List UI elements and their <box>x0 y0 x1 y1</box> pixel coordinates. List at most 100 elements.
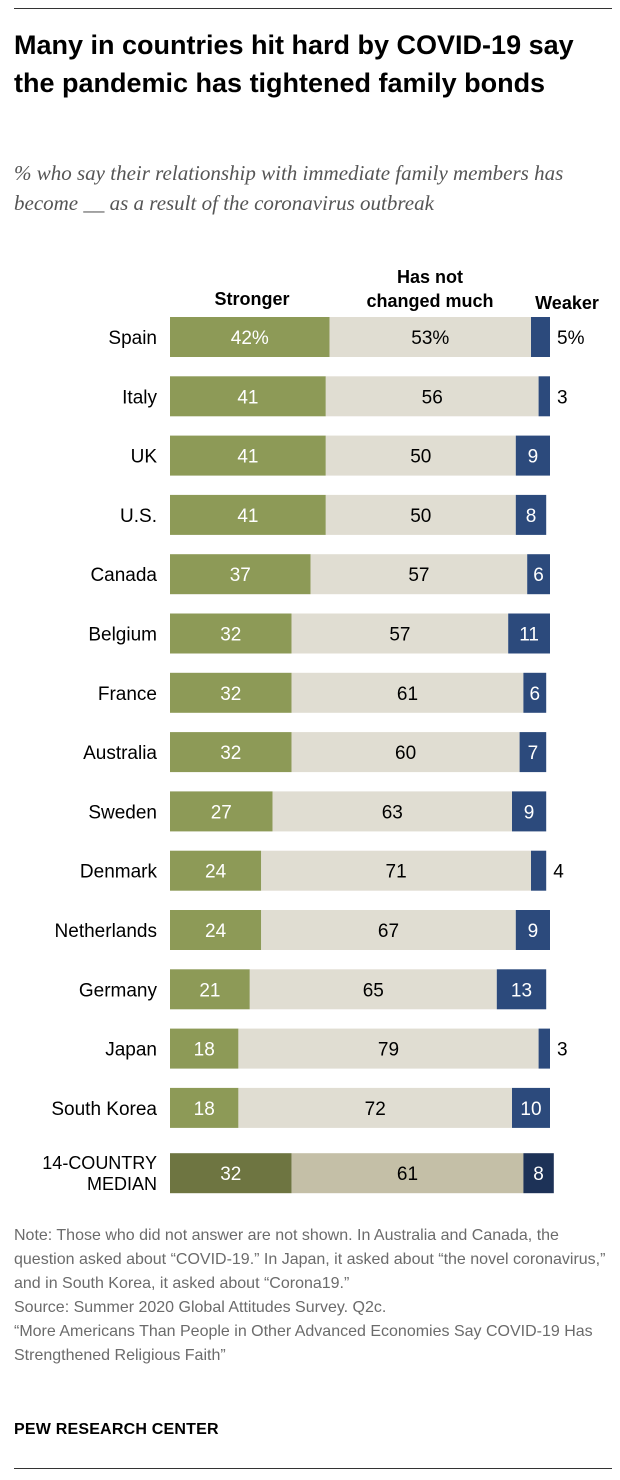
bar-stronger-netherlands <box>170 910 262 950</box>
category-label-australia: Australia <box>83 743 157 764</box>
value-label-weaker-denmark: 4 <box>553 862 564 883</box>
value-label-stronger-sweden: 27 <box>211 802 232 823</box>
header-stronger: Stronger <box>214 289 289 309</box>
bar-has-not-changed-much-spain <box>329 317 531 357</box>
bar-has-not-changed-much-germany <box>249 969 497 1010</box>
bar-has-not-changed-much-uk <box>325 435 516 476</box>
bar-has-not-changed-much-belgium <box>291 613 509 654</box>
value-label-has-not-changed-much-belgium: 57 <box>389 625 410 646</box>
category-label-spain: Spain <box>108 328 157 349</box>
chart-title: Many in countries hit hard by COVID-19 s… <box>14 30 574 98</box>
bar-has-not-changed-much-italy <box>325 376 539 417</box>
value-label-weaker-spain: 5% <box>557 328 585 349</box>
value-label-stronger-u-s: 41 <box>237 506 258 527</box>
bar-stronger-canada <box>170 554 311 595</box>
value-label-weaker-australia: 7 <box>528 743 539 764</box>
value-label-weaker-uk: 9 <box>528 447 539 468</box>
value-label-has-not-changed-much-south-korea: 72 <box>365 1099 386 1120</box>
bar-has-not-changed-much-u-s <box>325 494 516 535</box>
value-label-has-not-changed-much-australia: 60 <box>395 743 416 764</box>
bar-weaker-france <box>523 672 547 713</box>
bar-stronger-japan <box>170 1028 239 1069</box>
notes: Note: Those who did not answer are not s… <box>14 1224 610 1368</box>
category-label-uk: UK <box>131 447 158 468</box>
value-label-weaker-14-country-median: 8 <box>533 1164 544 1185</box>
bar-has-not-changed-much-canada <box>310 554 528 595</box>
top-rule <box>14 8 612 9</box>
value-label-weaker-italy: 3 <box>557 387 568 408</box>
value-label-weaker-germany: 13 <box>511 980 532 1001</box>
value-label-stronger-belgium: 32 <box>220 625 241 646</box>
bar-weaker-netherlands <box>515 910 550 950</box>
bar-weaker-australia <box>519 732 547 773</box>
value-label-weaker-canada: 6 <box>533 565 544 586</box>
value-label-weaker-u-s: 8 <box>526 506 537 527</box>
bar-stronger-france <box>170 672 292 713</box>
chart-subtitle: % who say their relationship with immedi… <box>14 161 564 215</box>
bar-stronger-denmark <box>170 850 262 891</box>
bar-weaker-italy <box>538 376 550 417</box>
bar-stronger-germany <box>170 969 250 1010</box>
bar-weaker-denmark <box>531 850 547 891</box>
header-weaker: Weaker <box>535 293 599 313</box>
category-label-japan: Japan <box>105 1040 157 1061</box>
bar-has-not-changed-much-australia <box>291 732 520 773</box>
value-label-stronger-germany: 21 <box>199 980 220 1001</box>
value-label-stronger-italy: 41 <box>237 387 258 408</box>
bar-has-not-changed-much-denmark <box>261 850 531 891</box>
value-label-has-not-changed-much-denmark: 71 <box>386 862 407 883</box>
bar-weaker-14-country-median <box>523 1153 554 1194</box>
value-label-has-not-changed-much-germany: 65 <box>363 980 384 1001</box>
category-label-italy: Italy <box>122 387 157 408</box>
bar-has-not-changed-much-netherlands <box>261 910 516 950</box>
value-label-stronger-14-country-median: 32 <box>220 1164 241 1185</box>
bar-weaker-germany <box>496 969 547 1010</box>
bar-weaker-south-korea <box>512 1087 550 1128</box>
value-label-stronger-australia: 32 <box>220 743 241 764</box>
bar-stronger-spain <box>170 317 330 357</box>
value-label-stronger-uk: 41 <box>237 447 258 468</box>
category-label-14-country-median: 14-COUNTRY MEDIAN <box>42 1153 157 1194</box>
category-label-sweden: Sweden <box>88 802 157 823</box>
category-label-france: France <box>98 684 157 705</box>
value-label-weaker-belgium: 11 <box>519 625 539 646</box>
bar-weaker-sweden <box>512 791 547 832</box>
value-label-has-not-changed-much-sweden: 63 <box>382 802 403 823</box>
value-label-has-not-changed-much-japan: 79 <box>378 1040 399 1061</box>
value-label-has-not-changed-much-u-s: 50 <box>410 506 431 527</box>
category-label-denmark: Denmark <box>80 862 158 883</box>
value-label-stronger-spain: 42% <box>231 328 269 349</box>
source-text: Source: Summer 2020 Global Attitudes Sur… <box>14 1299 387 1316</box>
value-label-has-not-changed-much-canada: 57 <box>408 565 429 586</box>
bar-stronger-italy <box>170 376 326 417</box>
header-has-not-changed-much: Has not changed much <box>366 267 493 311</box>
value-label-stronger-france: 32 <box>220 684 241 705</box>
pew-logo-text: PEW RESEARCH CENTER <box>14 1421 219 1438</box>
bar-weaker-canada <box>527 554 550 595</box>
value-label-has-not-changed-much-uk: 50 <box>410 447 431 468</box>
bar-has-not-changed-much-14-country-median <box>291 1153 524 1194</box>
value-label-has-not-changed-much-spain: 53% <box>411 328 449 349</box>
category-label-netherlands: Netherlands <box>55 921 157 942</box>
category-label-u-s: U.S. <box>120 506 157 527</box>
bar-weaker-japan <box>538 1028 550 1069</box>
value-label-stronger-canada: 37 <box>230 565 251 586</box>
value-label-has-not-changed-much-netherlands: 67 <box>378 921 399 942</box>
bar-has-not-changed-much-south-korea <box>238 1087 512 1128</box>
report-title: “More Americans Than People in Other Adv… <box>14 1323 593 1364</box>
value-label-weaker-south-korea: 10 <box>520 1099 541 1120</box>
note-text: Note: Those who did not answer are not s… <box>14 1227 606 1292</box>
value-label-weaker-netherlands: 9 <box>528 921 539 942</box>
value-label-stronger-japan: 18 <box>194 1040 215 1061</box>
bar-weaker-belgium <box>508 613 550 654</box>
value-label-stronger-netherlands: 24 <box>205 921 227 942</box>
bar-stronger-14-country-median <box>170 1153 292 1194</box>
bar-weaker-spain <box>531 317 550 357</box>
category-label-canada: Canada <box>90 565 157 586</box>
value-label-has-not-changed-much-14-country-median: 61 <box>397 1164 418 1185</box>
bar-has-not-changed-much-japan <box>238 1028 539 1069</box>
category-label-south-korea: South Korea <box>51 1099 157 1120</box>
bar-stronger-australia <box>170 732 292 773</box>
category-label-belgium: Belgium <box>88 625 157 646</box>
